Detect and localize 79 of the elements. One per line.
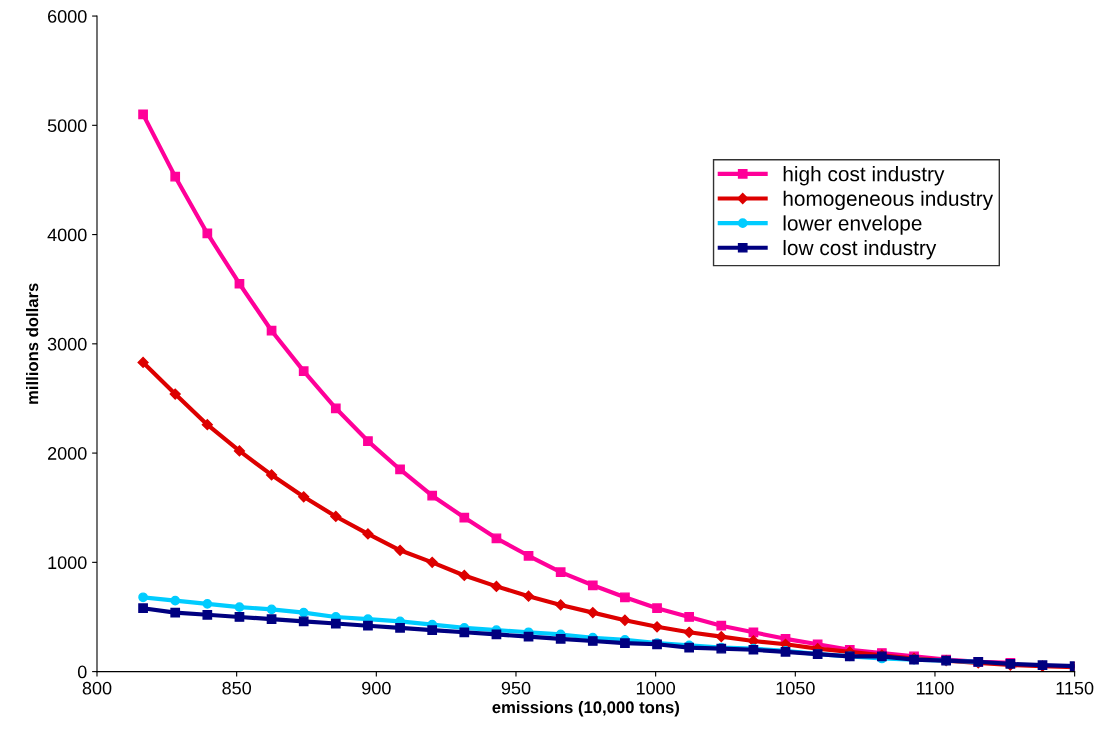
point bbox=[202, 609, 213, 620]
point bbox=[555, 599, 567, 611]
point bbox=[202, 228, 213, 239]
point bbox=[748, 627, 759, 638]
legend-label: high cost industry bbox=[783, 166, 945, 186]
y-tick-label: 1000 bbox=[48, 556, 87, 570]
y-axis-title: millions dollars bbox=[26, 283, 39, 404]
point bbox=[169, 388, 181, 400]
legend-label: low cost industry bbox=[783, 239, 937, 260]
point bbox=[202, 598, 213, 609]
x-tick-label: 950 bbox=[501, 681, 531, 695]
point bbox=[138, 603, 148, 614]
point bbox=[266, 614, 277, 625]
point bbox=[683, 626, 695, 638]
point bbox=[555, 633, 566, 644]
point bbox=[265, 469, 278, 481]
y-tick-label: 4000 bbox=[47, 228, 87, 242]
y-tick-label: 0 bbox=[77, 665, 87, 679]
point bbox=[715, 631, 727, 643]
point bbox=[170, 595, 181, 606]
point bbox=[394, 544, 406, 556]
point bbox=[491, 533, 502, 544]
point bbox=[716, 620, 727, 631]
point bbox=[330, 510, 342, 523]
point bbox=[298, 366, 309, 377]
y-tick-label: 2000 bbox=[48, 447, 87, 460]
point bbox=[234, 278, 245, 289]
point bbox=[266, 604, 277, 615]
x-tick-label: 1000 bbox=[636, 681, 676, 695]
x-tick-label: 1100 bbox=[916, 681, 954, 695]
point bbox=[684, 612, 695, 622]
point bbox=[298, 491, 310, 503]
point bbox=[427, 625, 438, 635]
point bbox=[555, 567, 566, 578]
point bbox=[587, 580, 598, 591]
point bbox=[620, 592, 630, 603]
x-tick-label: 900 bbox=[362, 681, 391, 695]
point bbox=[330, 618, 341, 629]
point bbox=[298, 616, 309, 627]
y-tick-label: 6000 bbox=[48, 9, 87, 23]
point bbox=[395, 464, 405, 475]
point bbox=[523, 550, 534, 561]
point bbox=[170, 607, 181, 618]
point bbox=[619, 614, 631, 626]
point bbox=[652, 603, 662, 614]
point bbox=[587, 606, 599, 619]
x-tick-label: 800 bbox=[82, 681, 112, 695]
x-tick-label: 1150 bbox=[1056, 681, 1094, 695]
x-axis-title: emissions (10,000 tons) bbox=[492, 700, 680, 717]
point bbox=[522, 590, 535, 602]
legend-label: lower envelope bbox=[783, 215, 922, 235]
point bbox=[651, 621, 663, 633]
point bbox=[426, 556, 438, 568]
point bbox=[266, 325, 277, 336]
point bbox=[234, 612, 245, 622]
point bbox=[459, 627, 470, 638]
point bbox=[362, 528, 374, 540]
point bbox=[459, 512, 470, 523]
point bbox=[620, 638, 630, 649]
point bbox=[587, 636, 598, 646]
point bbox=[138, 109, 148, 120]
point bbox=[201, 419, 213, 431]
x-tick-label: 850 bbox=[222, 681, 252, 695]
point bbox=[330, 403, 341, 414]
point bbox=[363, 620, 373, 631]
point bbox=[234, 602, 245, 613]
point bbox=[363, 436, 373, 446]
y-tick-label: 5000 bbox=[47, 119, 87, 133]
point bbox=[138, 592, 148, 603]
legend-label: homogeneous industry bbox=[783, 190, 994, 211]
point bbox=[427, 490, 438, 501]
point bbox=[233, 445, 246, 457]
point bbox=[490, 580, 503, 592]
y-tick-label: 3000 bbox=[47, 337, 87, 351]
point bbox=[137, 356, 149, 369]
point bbox=[170, 171, 181, 182]
x-tick-label: 1050 bbox=[776, 681, 815, 695]
point bbox=[458, 569, 470, 582]
point bbox=[395, 623, 405, 633]
